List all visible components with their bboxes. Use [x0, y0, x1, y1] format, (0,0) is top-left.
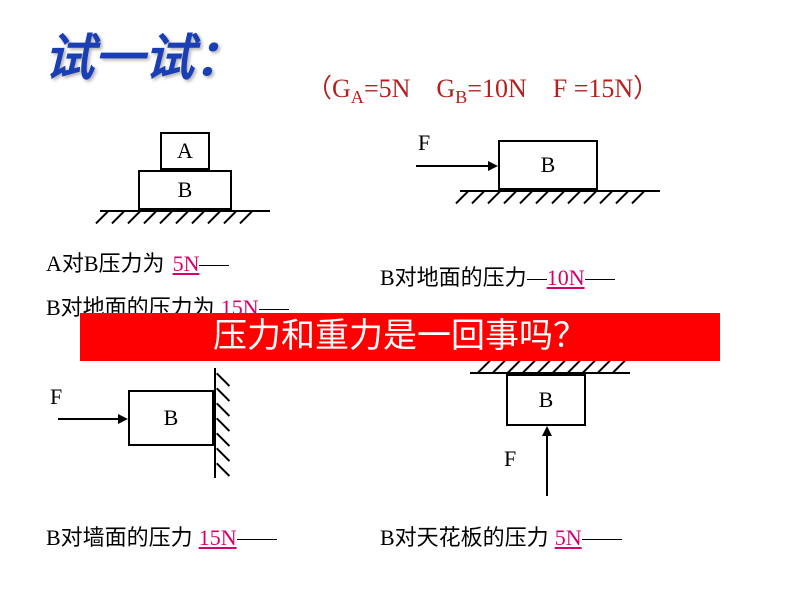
d1-ground-hatch: [159, 210, 173, 224]
d2-ground-hatch: [583, 190, 597, 204]
d4-force-head: [542, 426, 552, 436]
d4-force-label: F: [504, 446, 516, 472]
answer-2: 10N: [547, 265, 585, 290]
d2-force-head: [488, 161, 498, 171]
slide-title: 试一试：: [44, 18, 244, 90]
d3-force-head: [118, 414, 128, 424]
d2-force-label: F: [418, 130, 430, 156]
d1-ground-hatch: [223, 210, 237, 224]
d1-ground-hatch: [239, 210, 253, 224]
d1-ground-hatch: [207, 210, 221, 224]
d2-box-b: B: [498, 140, 598, 190]
answer-1a: 5N: [173, 251, 200, 276]
d2-ground-hatch: [631, 190, 645, 204]
d2-ground-hatch: [535, 190, 549, 204]
d2-ground-hatch: [519, 190, 533, 204]
d2-ground-hatch: [471, 190, 485, 204]
answer-3: 15N: [199, 525, 237, 550]
d3-box-b: B: [128, 390, 214, 446]
d3-wall-line: [214, 368, 216, 478]
question-4: B对天花板的压力5N: [380, 520, 622, 552]
d2-ground-hatch: [487, 190, 501, 204]
d1-ground-hatch: [175, 210, 189, 224]
d1-box-a: A: [160, 132, 210, 170]
question-2: B对地面的压力10N: [380, 260, 615, 292]
d1-ground-hatch: [127, 210, 141, 224]
d3-wall-hatch: [216, 403, 230, 417]
d2-ground-hatch: [599, 190, 613, 204]
d2-ground-hatch: [455, 190, 469, 204]
answer-4: 5N: [555, 525, 582, 550]
d3-wall-hatch: [216, 433, 230, 447]
d3-wall-hatch: [216, 418, 230, 432]
d1-ground-hatch: [143, 210, 157, 224]
d1-box-b: B: [138, 170, 232, 210]
d2-ground-line: [460, 190, 660, 192]
question-3: B对墙面的压力15N: [46, 520, 277, 552]
d2-ground-hatch: [551, 190, 565, 204]
d4-box-b: B: [506, 374, 586, 426]
d1-ground-hatch: [95, 210, 109, 224]
d3-wall-hatch: [216, 388, 230, 402]
d3-wall-hatch: [216, 373, 230, 387]
d3-force-label: F: [50, 384, 62, 410]
d3-wall-hatch: [216, 448, 230, 462]
d3-wall-hatch: [216, 463, 230, 477]
d2-ground-hatch: [503, 190, 517, 204]
d2-force-shaft: [416, 165, 490, 167]
d1-ground-hatch: [111, 210, 125, 224]
key-question-banner: 压力和重力是一回事吗？: [80, 313, 720, 361]
given-values: （GA=5N GB=10N F =15N）: [306, 68, 659, 108]
d2-ground-hatch: [615, 190, 629, 204]
d1-ground-hatch: [191, 210, 205, 224]
question-1a: A对B压力为5N: [46, 246, 229, 278]
d3-force-shaft: [58, 418, 120, 420]
d2-ground-hatch: [567, 190, 581, 204]
d4-force-shaft: [546, 434, 548, 496]
